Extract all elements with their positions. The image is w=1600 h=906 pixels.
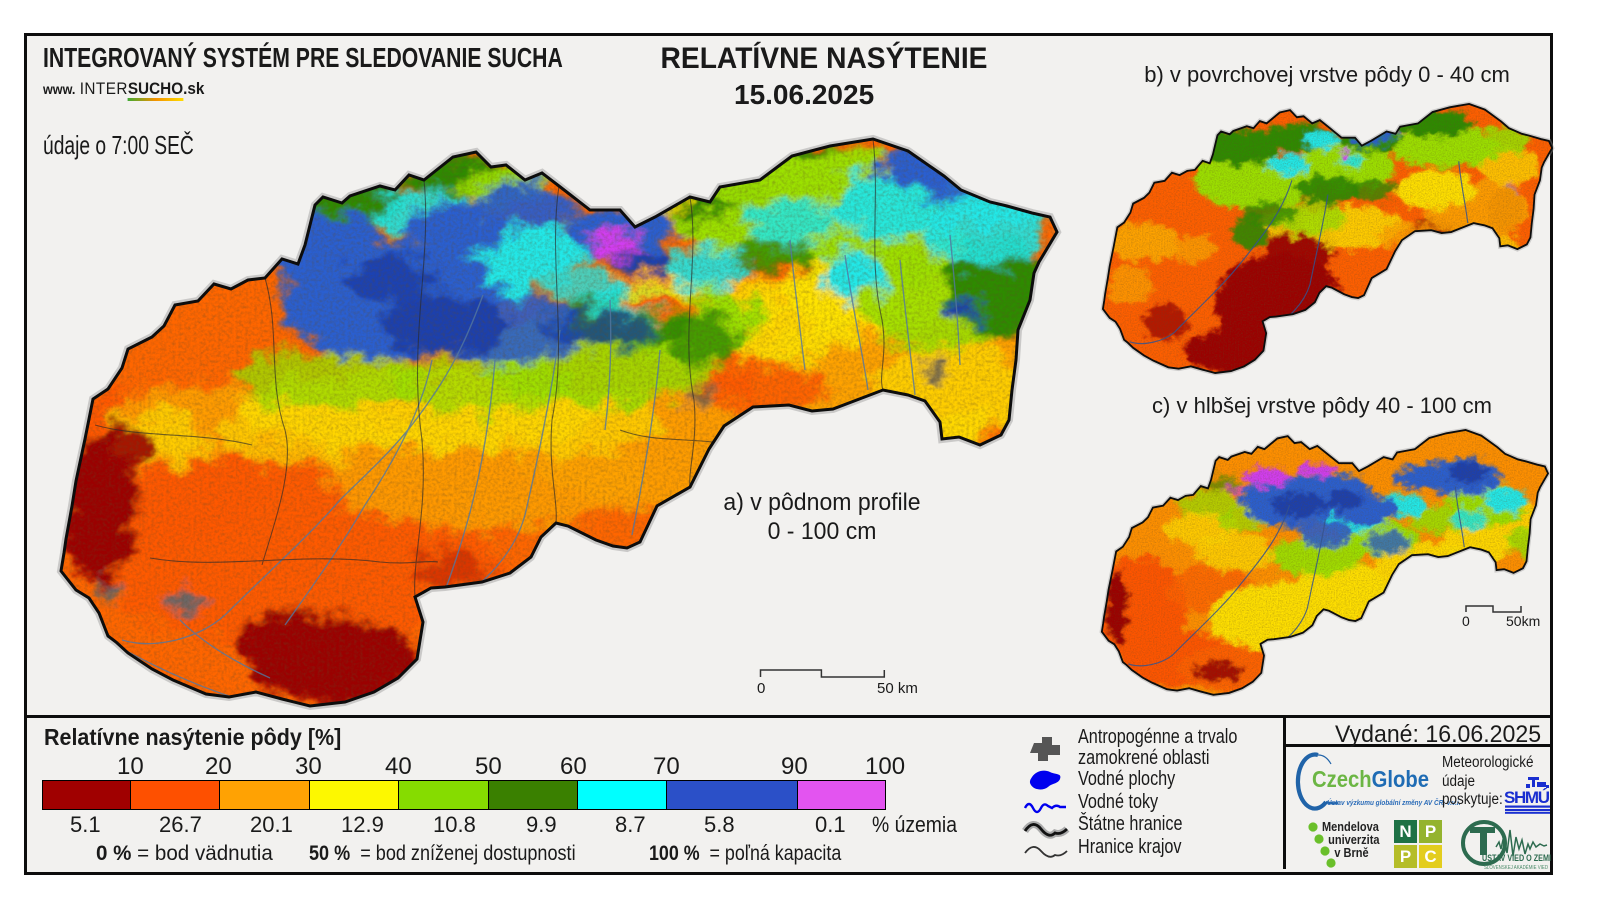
svg-text:SLOVENSKEJ AKADÉMIE VIED: SLOVENSKEJ AKADÉMIE VIED [1484, 864, 1548, 871]
svg-text:ÚSTAV VIED O ZEMI: ÚSTAV VIED O ZEMI [1482, 852, 1551, 863]
svg-text:SHMÚ: SHMÚ [1504, 788, 1550, 807]
